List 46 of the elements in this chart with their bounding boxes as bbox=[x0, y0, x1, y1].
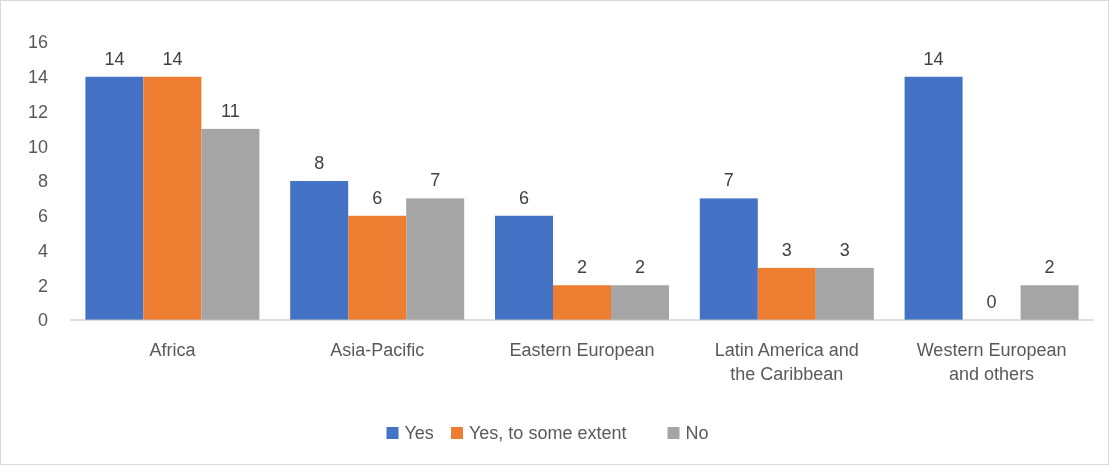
bar bbox=[348, 215, 407, 320]
data-label: 2 bbox=[576, 257, 588, 278]
bar bbox=[495, 215, 553, 320]
data-label: 2 bbox=[634, 257, 646, 278]
bar bbox=[1020, 285, 1079, 320]
data-label: 3 bbox=[839, 239, 850, 260]
bar bbox=[815, 267, 874, 320]
data-label: 2 bbox=[1044, 257, 1055, 278]
x-tick-label: Western European and others bbox=[916, 340, 1067, 384]
data-label: 0 bbox=[986, 292, 997, 312]
bar bbox=[611, 285, 669, 320]
x-tick-label: Africa bbox=[149, 340, 197, 360]
bar bbox=[553, 285, 611, 320]
data-label: 3 bbox=[781, 239, 792, 260]
bar bbox=[406, 198, 465, 320]
data-label: 6 bbox=[518, 187, 530, 208]
legend-label: Yes, to some extent bbox=[469, 423, 627, 444]
y-tick-label: 0 bbox=[37, 310, 48, 331]
bar bbox=[699, 198, 758, 320]
data-label: 7 bbox=[723, 170, 734, 191]
y-tick-label: 16 bbox=[27, 32, 48, 53]
data-label: 14 bbox=[162, 48, 183, 69]
data-label: 6 bbox=[372, 187, 383, 208]
bar bbox=[143, 76, 202, 320]
data-label: 11 bbox=[221, 100, 240, 121]
x-tick-label: Asia-Pacific bbox=[330, 340, 425, 360]
y-tick-label: 4 bbox=[37, 240, 48, 261]
data-label: 8 bbox=[314, 153, 325, 173]
x-tick-label: Latin America and the Caribbean bbox=[714, 340, 859, 384]
bar bbox=[904, 76, 963, 320]
legend-label: Yes bbox=[404, 423, 434, 444]
bar bbox=[85, 76, 144, 320]
legend-label: No bbox=[685, 423, 709, 444]
y-tick-label: 8 bbox=[37, 171, 48, 192]
bar bbox=[757, 267, 816, 320]
y-tick-label: 14 bbox=[27, 67, 48, 88]
data-label: 7 bbox=[430, 170, 441, 191]
bar bbox=[201, 128, 260, 320]
y-tick-label: 12 bbox=[27, 101, 48, 122]
y-tick-label: 6 bbox=[37, 206, 48, 227]
y-tick-label: 10 bbox=[27, 136, 48, 157]
data-label: 14 bbox=[104, 48, 125, 69]
y-tick-label: 2 bbox=[37, 275, 48, 296]
bar bbox=[290, 181, 349, 320]
data-label: 14 bbox=[923, 48, 944, 69]
x-tick-label: Eastern European bbox=[509, 340, 655, 360]
